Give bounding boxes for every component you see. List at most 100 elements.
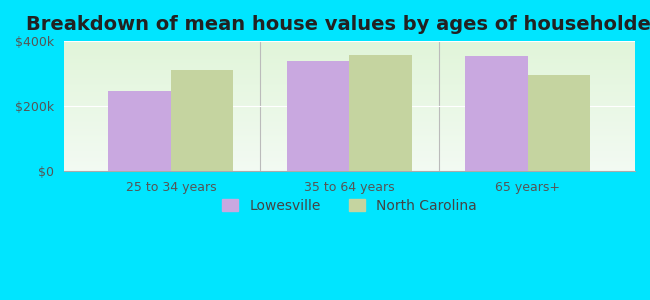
Bar (64, 167, 635, 168)
Bar (64, 151, 635, 152)
Bar (64, 85, 635, 86)
Bar (64, 144, 635, 145)
Bar (465, 56, 528, 171)
Bar (64, 147, 635, 148)
Bar (64, 163, 635, 164)
Bar (64, 99, 635, 100)
Bar (64, 132, 635, 133)
Bar (64, 64, 635, 65)
Bar (64, 83, 635, 84)
Bar (64, 123, 635, 124)
Bar (64, 77, 635, 78)
Bar (64, 101, 635, 102)
Bar (64, 53, 635, 54)
Bar (64, 157, 635, 158)
Bar (64, 118, 635, 119)
Bar (64, 50, 635, 51)
Bar (64, 115, 635, 116)
Bar (64, 59, 635, 60)
Bar (64, 42, 635, 43)
Bar (64, 139, 635, 140)
Bar (64, 63, 635, 64)
Bar (64, 112, 635, 113)
Bar (64, 61, 635, 62)
Bar (64, 154, 635, 155)
Bar (64, 70, 635, 71)
Bar (64, 143, 635, 144)
Bar (64, 91, 635, 92)
Bar (64, 44, 635, 45)
Bar (64, 160, 635, 161)
Bar (64, 153, 635, 154)
Bar (64, 106, 635, 107)
Bar (64, 149, 635, 150)
Bar (64, 69, 635, 70)
Bar (64, 74, 635, 75)
Bar (64, 164, 635, 165)
Bar (64, 148, 635, 149)
Bar (64, 159, 635, 160)
Bar (64, 86, 635, 87)
Bar (64, 126, 635, 127)
Bar (64, 66, 635, 67)
Bar (64, 75, 635, 76)
Bar (64, 49, 635, 50)
Bar (64, 130, 635, 131)
Bar (64, 54, 635, 55)
Bar (64, 121, 635, 122)
Bar (64, 87, 635, 88)
Bar (64, 165, 635, 166)
Bar (64, 133, 635, 134)
Bar (64, 60, 635, 61)
Bar (64, 137, 635, 138)
Bar (64, 111, 635, 112)
Bar (64, 65, 635, 66)
Bar (64, 117, 635, 118)
Bar (109, 92, 171, 171)
Bar (64, 98, 635, 99)
Bar (64, 162, 635, 163)
Bar (64, 92, 635, 93)
Bar (64, 124, 635, 125)
Bar (64, 168, 635, 169)
Bar (64, 131, 635, 132)
Bar (64, 62, 635, 63)
Bar (64, 46, 635, 47)
Bar (64, 52, 635, 53)
Legend: Lowesville, North Carolina: Lowesville, North Carolina (216, 194, 483, 218)
Bar (64, 104, 635, 105)
Bar (64, 152, 635, 153)
Bar (64, 95, 635, 96)
Bar (64, 118, 635, 119)
Bar (64, 105, 635, 106)
Bar (64, 128, 635, 129)
Bar (64, 114, 635, 115)
Bar (64, 141, 635, 142)
Bar (64, 103, 635, 104)
Bar (64, 158, 635, 159)
Bar (64, 84, 635, 85)
Bar (64, 110, 635, 111)
Bar (64, 150, 635, 151)
Bar (64, 96, 635, 97)
Bar (350, 55, 412, 171)
Bar (64, 68, 635, 69)
Bar (64, 134, 635, 135)
Bar (64, 108, 635, 109)
Bar (64, 55, 635, 56)
Bar (64, 140, 635, 141)
Bar (64, 76, 635, 77)
Bar (64, 138, 635, 139)
Bar (64, 135, 635, 136)
Bar (64, 93, 635, 94)
Bar (64, 136, 635, 137)
Bar (64, 89, 635, 90)
Bar (64, 43, 635, 44)
Bar (64, 119, 635, 120)
Bar (171, 70, 233, 171)
Bar (64, 102, 635, 103)
Bar (64, 94, 635, 95)
Bar (64, 170, 635, 171)
Bar (64, 113, 635, 114)
Bar (64, 107, 635, 108)
